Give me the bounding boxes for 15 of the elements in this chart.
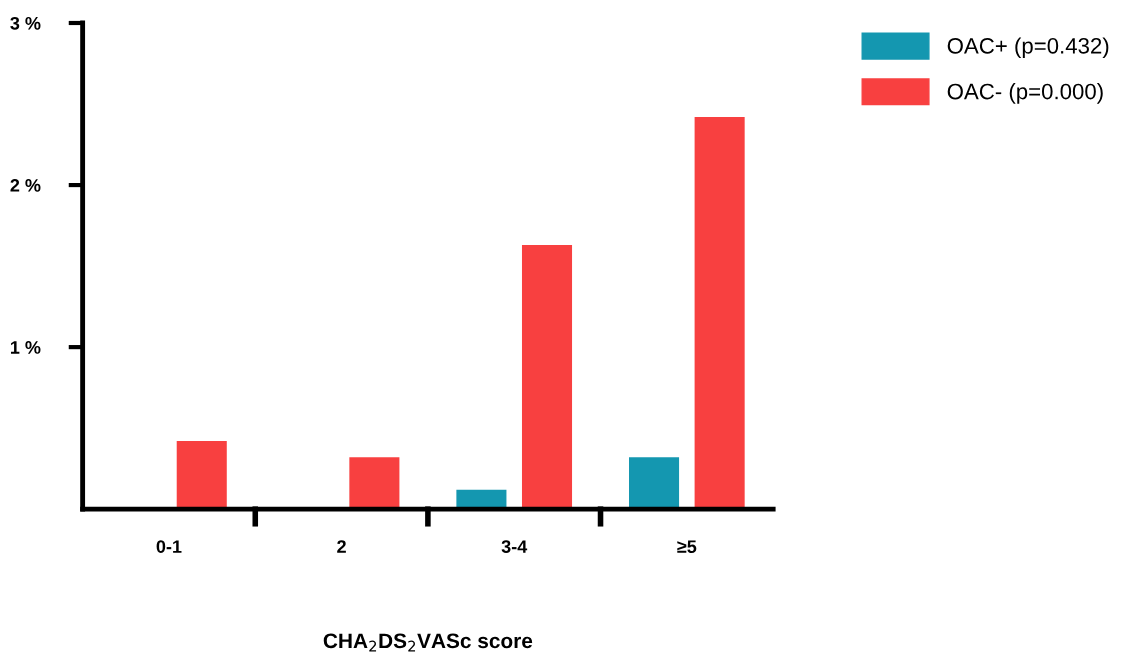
- x-tick-label: 2: [337, 540, 346, 553]
- x-tick-label: 0-1: [156, 540, 182, 553]
- legend-label: OAC- (p=0.000): [947, 83, 1103, 104]
- x-tick-label: ≥5: [677, 540, 697, 553]
- legend-label: OAC+ (p=0.432): [947, 37, 1109, 59]
- bar: [176, 441, 227, 510]
- x-tick-label: 3-4: [501, 540, 528, 554]
- y-tick-label: 2 %: [10, 178, 41, 192]
- bar: [694, 116, 745, 510]
- bar: [349, 457, 400, 510]
- y-tick-label: 1 %: [10, 341, 41, 354]
- bar: [521, 245, 573, 510]
- y-tick-label: 3 %: [10, 16, 41, 30]
- bar: [629, 457, 680, 510]
- x-axis-title: CHA$_{2}$DS$_{2}$VASc score: [323, 633, 533, 652]
